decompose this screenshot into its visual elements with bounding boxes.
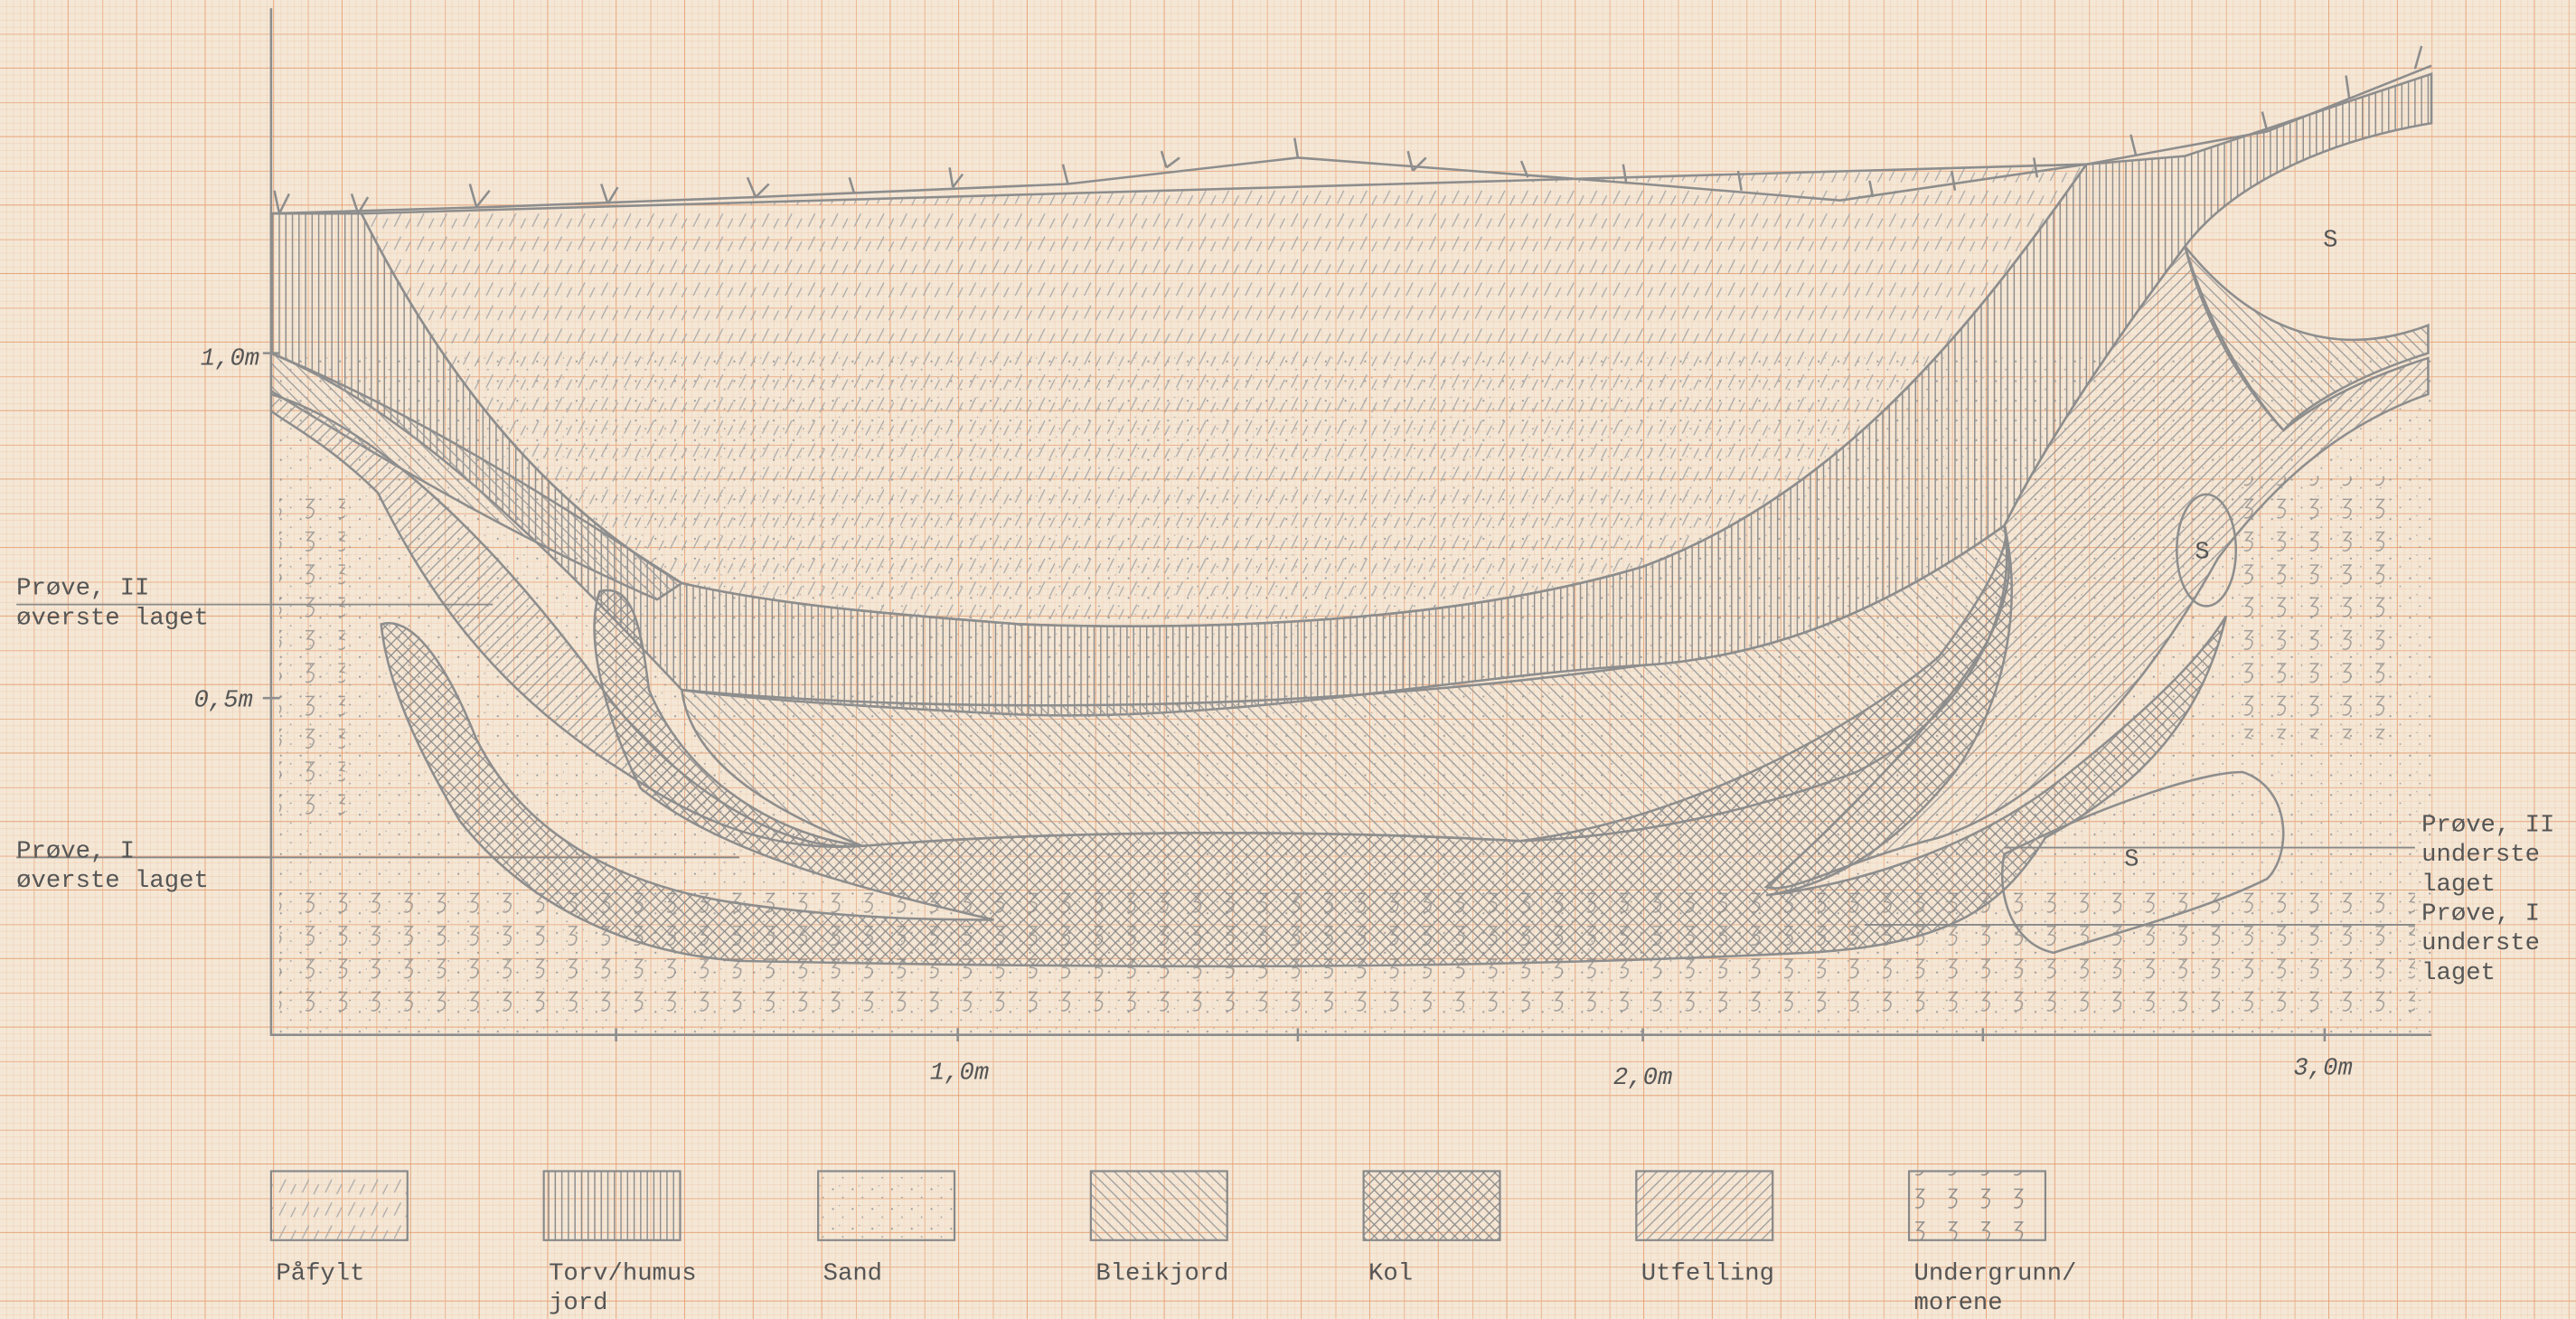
legend-swatch xyxy=(1907,1170,2047,1241)
axes xyxy=(262,8,2432,1041)
legend-label: Torv/humus xyxy=(549,1259,697,1287)
kol-layer xyxy=(380,524,2228,968)
legend-label: morene xyxy=(1914,1289,2003,1317)
stone-label: S xyxy=(2323,227,2337,255)
legend-swatch xyxy=(1362,1170,1501,1241)
legend-label: Bleikjord xyxy=(1095,1259,1228,1287)
y-axis-label: 0,5m xyxy=(193,686,252,714)
annotation: underste xyxy=(2421,929,2540,957)
stone xyxy=(2176,493,2238,608)
axis-lines xyxy=(262,8,2432,1041)
legend-swatch xyxy=(817,1170,956,1241)
x-axis-label: 2,0m xyxy=(1613,1064,1672,1092)
legend-label: jord xyxy=(549,1289,607,1317)
x-axis-label: 3,0m xyxy=(2293,1054,2352,1082)
annotation: Prøve, II xyxy=(2421,811,2554,839)
annotation: laget xyxy=(2421,871,2496,899)
legend-label: Påfylt xyxy=(276,1259,364,1287)
annotation: Prøve, I xyxy=(16,837,135,865)
legend-swatch xyxy=(1089,1170,1228,1241)
annotation: underste xyxy=(2421,841,2540,869)
legend-label: Kol xyxy=(1368,1259,1413,1287)
ground-surface xyxy=(270,64,2432,215)
annotation: Prøve, I xyxy=(2421,900,2540,928)
stone-label: S xyxy=(2124,846,2139,874)
x-axis-label: 1,0m xyxy=(930,1060,989,1088)
legend-label: Undergrunn/ xyxy=(1914,1259,2077,1287)
legend-label: Sand xyxy=(823,1259,882,1287)
stone-label: S xyxy=(2195,539,2209,567)
legend-swatch xyxy=(1635,1170,1774,1241)
stone xyxy=(2000,770,2285,955)
legend-label: Utfelling xyxy=(1641,1259,1774,1287)
legend-swatch xyxy=(269,1170,409,1241)
profile xyxy=(269,45,2433,1035)
annotation: laget xyxy=(2421,959,2496,987)
annotation: Prøve, II xyxy=(16,575,149,603)
y-axis-label: 1,0m xyxy=(201,344,259,372)
annotation: øverste laget xyxy=(16,604,209,632)
annotation: øverste laget xyxy=(16,867,209,895)
legend-swatch xyxy=(542,1170,682,1241)
